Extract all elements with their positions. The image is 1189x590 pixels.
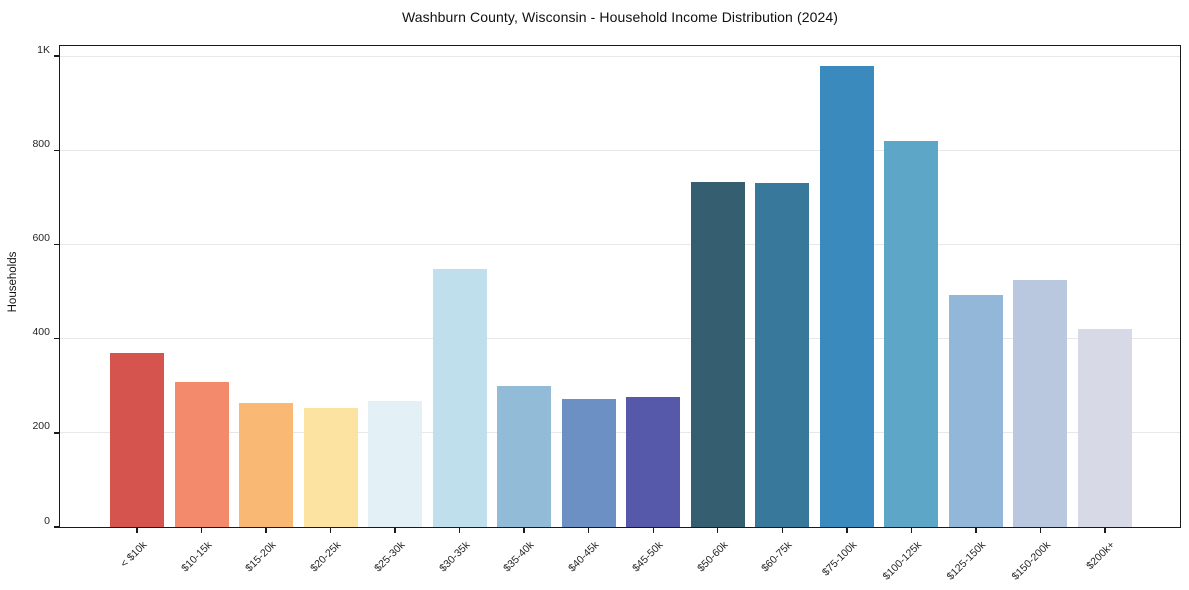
- x-tick-label-text: $100-125k: [880, 539, 924, 583]
- bar: [626, 396, 681, 527]
- bar: [755, 183, 810, 527]
- bar: [174, 381, 229, 527]
- x-tick-mark: [329, 528, 332, 534]
- x-tick-label-text: $45-50k: [630, 539, 666, 575]
- x-tick-label-text: $35-40k: [501, 539, 537, 575]
- x-tick-mark: [975, 528, 977, 534]
- x-tick-label-text: $60-75k: [759, 539, 795, 575]
- x-tick-mark: [717, 528, 719, 534]
- bar: [948, 294, 1003, 527]
- x-tick-label-text: $20-25k: [307, 539, 344, 575]
- x-tick-label-text: $10-15k: [178, 539, 215, 575]
- y-tick-label: 200: [32, 420, 50, 433]
- y-tick-label: 1K: [37, 43, 50, 56]
- bar: [819, 66, 874, 527]
- y-tick-mark: [53, 243, 59, 246]
- y-tick-label: 0: [44, 514, 50, 527]
- y-tick-mark: [53, 337, 59, 340]
- x-tick-label-text: $40-45k: [565, 539, 602, 575]
- bar: [1077, 329, 1132, 527]
- bar: [561, 398, 616, 527]
- y-tick-mark: [53, 149, 59, 151]
- x-tick-mark: [846, 528, 848, 534]
- bar: [690, 181, 745, 527]
- x-tick-label-text: $75-100k: [819, 539, 860, 579]
- bar: [1013, 279, 1068, 527]
- y-tick-label: 800: [32, 137, 50, 150]
- x-tick-label-text: $200k+: [1084, 539, 1118, 573]
- x-tick-label-text: $30-35k: [436, 539, 473, 575]
- gridline: [60, 55, 1180, 57]
- x-tick-mark: [136, 528, 138, 534]
- bar: [110, 352, 164, 527]
- gridline: [60, 243, 1180, 245]
- y-tick-mark: [53, 55, 59, 57]
- x-tick-label-text: $15-20k: [243, 539, 279, 575]
- bar: [884, 140, 939, 527]
- plot-area: 0 200 400 600 800 1K < $10k $10-15k $15-20k $20-2…: [32, 44, 1181, 583]
- x-tick-mark: [910, 528, 913, 534]
- x-tick-mark: [265, 528, 267, 534]
- bar: [368, 400, 423, 527]
- x-tick-label-text: < $10k: [118, 539, 150, 570]
- x-tick-mark: [781, 528, 783, 534]
- x-tick-mark: [523, 528, 525, 534]
- x-tick-mark: [1104, 528, 1106, 534]
- bar: [497, 385, 552, 527]
- y-tick-mark: [53, 526, 59, 528]
- x-tick-label-text: $125-150k: [944, 539, 989, 583]
- x-tick-mark: [458, 528, 461, 534]
- x-tick-mark: [588, 528, 590, 534]
- x-tick-label-text: $150-200k: [1009, 539, 1053, 583]
- bar: [239, 403, 294, 527]
- x-tick-label-text: $25-30k: [372, 539, 408, 575]
- x-tick-mark: [394, 528, 396, 534]
- bar: [432, 268, 487, 527]
- y-tick-label: 400: [32, 326, 50, 339]
- y-axis-label: Households: [7, 251, 19, 313]
- gridline: [60, 338, 1180, 340]
- bar: [303, 408, 358, 527]
- x-tick-mark: [1039, 528, 1042, 534]
- chart-title: Washburn County, Wisconsin - Household I…: [401, 9, 839, 25]
- x-tick-mark: [652, 528, 654, 534]
- y-tick-label: 600: [32, 231, 50, 244]
- x-tick-label-text: $50-60k: [694, 539, 731, 575]
- y-tick-mark: [53, 432, 59, 434]
- gridline: [60, 149, 1180, 151]
- gridline: [60, 432, 1180, 434]
- x-tick-mark: [200, 528, 203, 534]
